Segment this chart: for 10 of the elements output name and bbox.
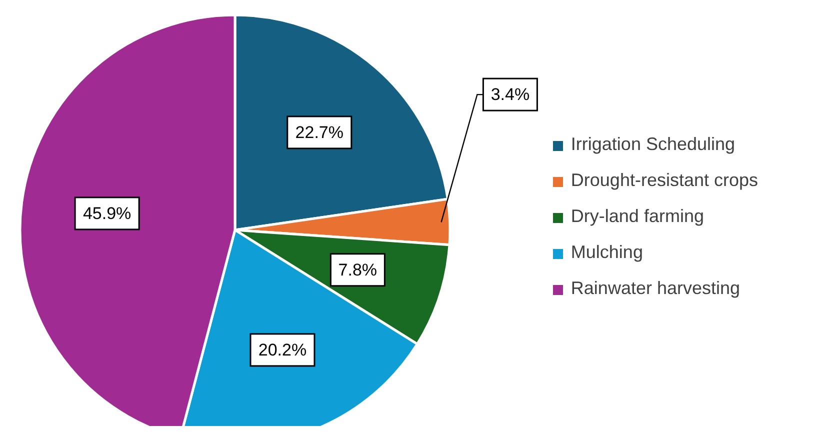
legend-label: Mulching — [570, 242, 643, 262]
data-label: 20.2% — [258, 340, 307, 360]
data-label: 45.9% — [82, 204, 132, 223]
legend-label: Rainwater harvesting — [570, 278, 740, 298]
legend-label: Drought-resistant crops — [570, 170, 758, 190]
data-label: 7.8% — [338, 260, 378, 280]
data-label: 3.4% — [490, 85, 530, 104]
data-label: 22.7% — [295, 122, 344, 142]
legend-label: Irrigation Scheduling — [570, 134, 736, 154]
legend-label: Dry-land farming — [570, 206, 704, 226]
